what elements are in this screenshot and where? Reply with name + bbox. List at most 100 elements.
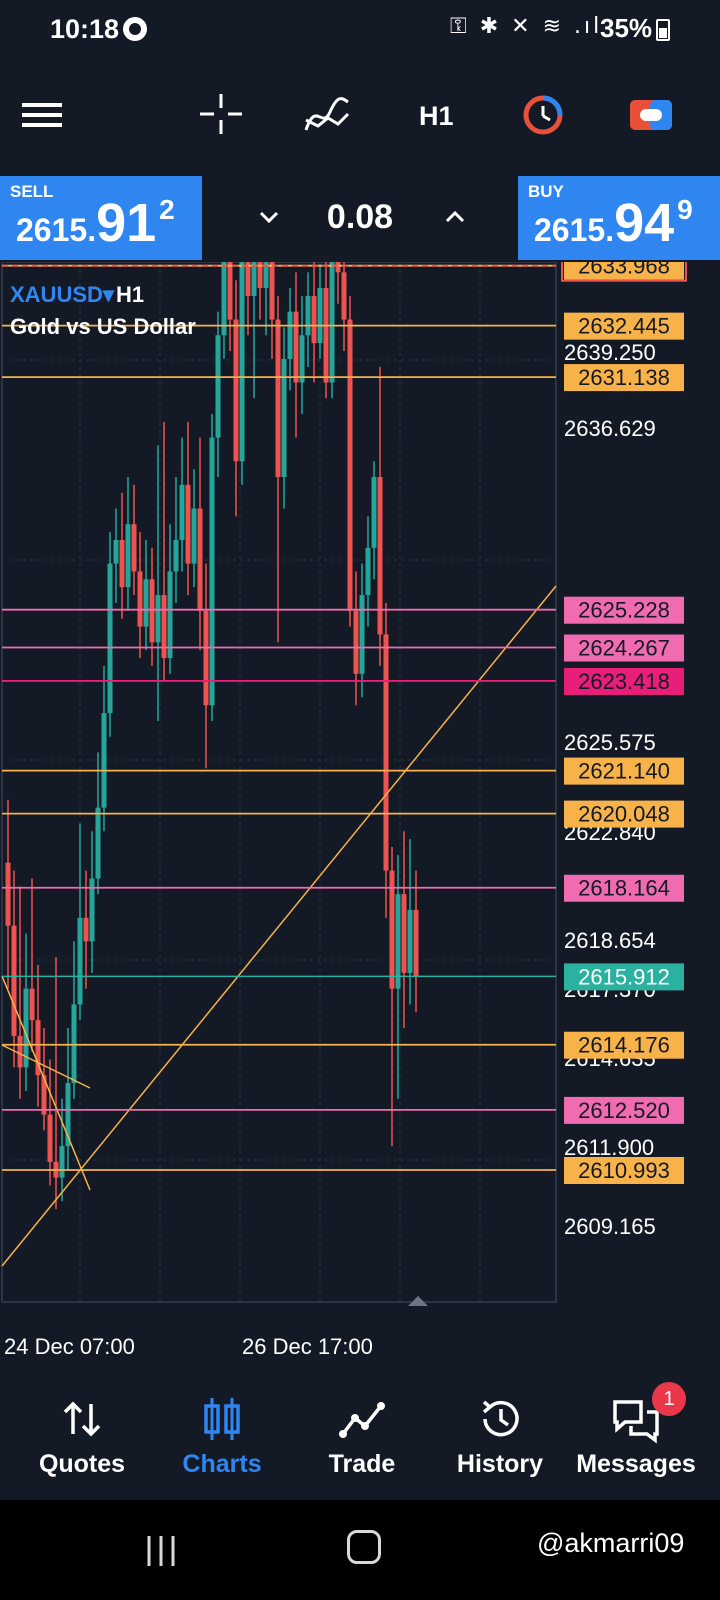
timeframe-selector[interactable]: H1: [419, 101, 454, 131]
nav-trade[interactable]: Trade: [290, 1380, 434, 1480]
axis-label: 2639.250: [564, 340, 656, 365]
indicators-icon[interactable]: [302, 90, 352, 140]
buy-price: 2615.94 9: [534, 193, 693, 253]
candle-body: [311, 295, 317, 344]
nav-charts[interactable]: Charts: [150, 1380, 294, 1480]
candle-body: [281, 358, 287, 477]
home-icon[interactable]: [347, 1530, 381, 1564]
nav-messages[interactable]: Messages: [564, 1380, 708, 1480]
candle-body: [245, 262, 251, 296]
axis-label: 2636.629: [564, 416, 656, 441]
candle-body: [143, 579, 149, 627]
candle-body: [269, 262, 275, 320]
watermark: @akmarri09: [537, 1528, 685, 1558]
price-chart[interactable]: 2639.2502625.5752618.6542614.6352636.629…: [0, 262, 720, 1352]
candle-body: [185, 484, 191, 564]
candle-body: [407, 909, 413, 973]
axis-label: 2618.654: [564, 928, 656, 953]
candle-body: [203, 610, 209, 706]
candle-body: [161, 595, 167, 659]
price-tag-label: 2621.140: [578, 759, 670, 784]
sell-price: 2615.91 2: [16, 193, 175, 253]
position-tag: [561, 262, 687, 282]
nav-quotes[interactable]: Quotes: [10, 1380, 154, 1480]
crosshair-icon[interactable]: [198, 90, 244, 140]
notification-icon: [123, 17, 147, 41]
menu-icon[interactable]: [20, 90, 64, 140]
candle-body: [323, 288, 329, 383]
buy-button[interactable]: BUY 2615.94 9: [518, 176, 720, 260]
one-click-trade-bar: SELL 2615.91 2 0.08 BUY 2615.94 9: [0, 176, 720, 260]
candle-body: [275, 319, 281, 477]
candle-body: [35, 1020, 41, 1076]
candle-body: [389, 870, 395, 989]
candle-body: [5, 862, 11, 926]
candle-body: [347, 319, 353, 611]
lot-size[interactable]: 0.08: [326, 198, 394, 236]
candle-body: [413, 909, 419, 977]
price-tag-label: 2610.993: [578, 1158, 670, 1183]
candle-body: [395, 894, 401, 989]
messages-icon: [613, 1400, 659, 1444]
axis-label: 2609.165: [564, 1214, 656, 1239]
chart-canvas[interactable]: 2639.2502625.5752618.6542614.6352636.629…: [0, 262, 720, 1352]
status-icons: ⚿ ✱ ✕ ≋ .ıl: [450, 14, 603, 39]
x-axis-label: 24 Dec 07:00: [4, 1334, 135, 1359]
buy-label: BUY: [528, 182, 564, 201]
chevron-up-icon[interactable]: [438, 200, 472, 234]
candle-body: [263, 262, 269, 289]
nav-history[interactable]: History: [428, 1380, 572, 1480]
candle-body: [233, 319, 239, 462]
sell-button[interactable]: SELL 2615.91 2: [0, 176, 202, 260]
candle-body: [95, 807, 101, 879]
candle-body: [227, 262, 233, 320]
candle-body: [221, 262, 227, 336]
candle-body: [77, 917, 83, 1005]
price-tag: [564, 634, 684, 662]
candle-body: [89, 878, 95, 942]
price-tag: [564, 800, 684, 828]
candle-body: [287, 311, 293, 359]
price-tag-label: 2625.228: [578, 598, 670, 623]
price-tag-label: 2631.138: [578, 365, 670, 390]
objects-icon[interactable]: [520, 90, 566, 140]
price-tag-label: 2624.267: [578, 636, 670, 661]
candle-body: [125, 524, 131, 588]
candle-body: [167, 571, 173, 659]
price-tag-label: 2612.520: [578, 1098, 670, 1123]
candle-body: [341, 272, 347, 320]
candle-body: [23, 988, 29, 1068]
candle-body: [29, 988, 35, 1021]
price-tag: [564, 312, 684, 340]
messages-badge: 1: [652, 1382, 686, 1416]
candle-body: [299, 335, 305, 383]
chart-toolbar: H1: [0, 70, 720, 160]
x-axis-label: 26 Dec 17:00: [242, 1334, 373, 1359]
candle-body: [65, 1083, 71, 1147]
recents-icon[interactable]: [145, 1534, 179, 1568]
candle-body: [83, 917, 89, 942]
candle-body: [179, 484, 185, 540]
chevron-down-icon[interactable]: [252, 200, 286, 234]
chart-frame: [1, 262, 557, 1303]
axis-label: 2611.900: [564, 1135, 654, 1160]
trade-toggle-icon[interactable]: [628, 90, 674, 140]
position-label: SELL 0.08: [14, 262, 116, 263]
scroll-marker: [408, 1296, 428, 1306]
candle-body: [173, 539, 179, 572]
candle-body: [317, 288, 323, 344]
price-tag: [564, 596, 684, 624]
candle-body: [305, 295, 311, 336]
symbol-selector[interactable]: XAUUSD▾H1: [10, 282, 145, 307]
candle-body: [365, 547, 371, 596]
trend-line: [1, 1044, 91, 1089]
history-icon: [482, 1400, 519, 1437]
candle-body: [149, 579, 155, 643]
price-tag-label: 2620.048: [578, 802, 670, 827]
price-tag: [564, 364, 684, 392]
symbol-description: Gold vs US Dollar: [10, 314, 196, 339]
candle-body: [371, 476, 377, 548]
axis-label: 2625.575: [564, 730, 656, 755]
price-tag: [564, 1031, 684, 1059]
status-time: 10:18: [50, 14, 120, 44]
